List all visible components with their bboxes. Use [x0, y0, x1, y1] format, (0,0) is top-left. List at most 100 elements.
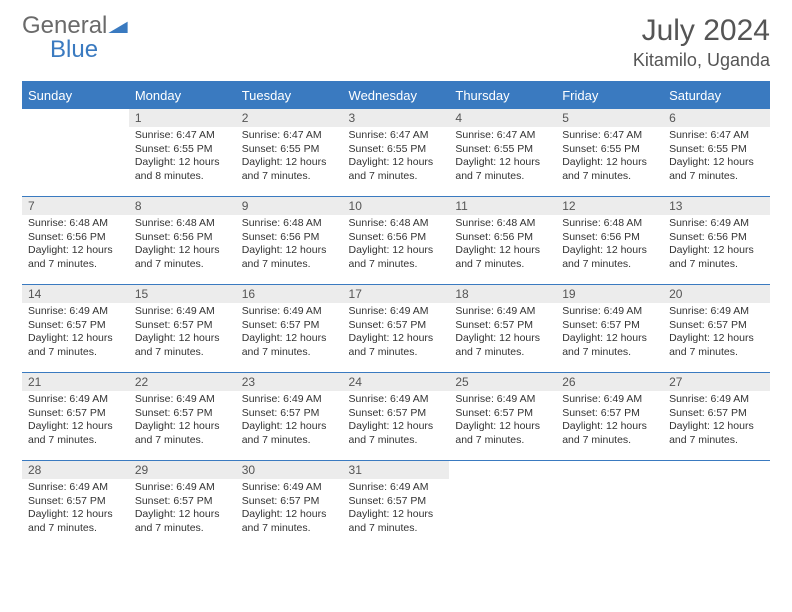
day-number: 30 — [236, 461, 343, 479]
calendar-cell: 22Sunrise: 6:49 AMSunset: 6:57 PMDayligh… — [129, 373, 236, 461]
sunrise-text: Sunrise: 6:49 AM — [455, 305, 550, 319]
day-number — [663, 461, 770, 465]
sunset-text: Sunset: 6:57 PM — [242, 495, 337, 509]
day-number: 3 — [343, 109, 450, 127]
calendar-cell: 4Sunrise: 6:47 AMSunset: 6:55 PMDaylight… — [449, 109, 556, 197]
calendar-table: Sunday Monday Tuesday Wednesday Thursday… — [22, 81, 770, 549]
sunrise-text: Sunrise: 6:49 AM — [242, 481, 337, 495]
brand-part2: Blue — [50, 36, 98, 63]
sunset-text: Sunset: 6:57 PM — [349, 407, 444, 421]
day-body: Sunrise: 6:49 AMSunset: 6:57 PMDaylight:… — [236, 479, 343, 540]
sunset-text: Sunset: 6:57 PM — [135, 407, 230, 421]
sunrise-text: Sunrise: 6:49 AM — [28, 305, 123, 319]
sunset-text: Sunset: 6:57 PM — [562, 319, 657, 333]
daylight-text: Daylight: 12 hours and 7 minutes. — [242, 508, 337, 535]
day-body: Sunrise: 6:49 AMSunset: 6:57 PMDaylight:… — [556, 303, 663, 364]
day-body: Sunrise: 6:49 AMSunset: 6:57 PMDaylight:… — [22, 391, 129, 452]
daylight-text: Daylight: 12 hours and 7 minutes. — [349, 332, 444, 359]
brand-logo: GeneralBlue — [22, 14, 128, 62]
sunrise-text: Sunrise: 6:47 AM — [135, 129, 230, 143]
sunrise-text: Sunrise: 6:47 AM — [455, 129, 550, 143]
calendar-cell: 17Sunrise: 6:49 AMSunset: 6:57 PMDayligh… — [343, 285, 450, 373]
sunset-text: Sunset: 6:55 PM — [135, 143, 230, 157]
daylight-text: Daylight: 12 hours and 7 minutes. — [135, 420, 230, 447]
daylight-text: Daylight: 12 hours and 7 minutes. — [455, 420, 550, 447]
day-header: Monday — [129, 82, 236, 109]
sunrise-text: Sunrise: 6:49 AM — [562, 305, 657, 319]
day-body: Sunrise: 6:49 AMSunset: 6:57 PMDaylight:… — [22, 479, 129, 540]
day-number: 23 — [236, 373, 343, 391]
day-body: Sunrise: 6:48 AMSunset: 6:56 PMDaylight:… — [236, 215, 343, 276]
day-body: Sunrise: 6:48 AMSunset: 6:56 PMDaylight:… — [556, 215, 663, 276]
sunset-text: Sunset: 6:57 PM — [455, 407, 550, 421]
sunrise-text: Sunrise: 6:49 AM — [349, 305, 444, 319]
calendar-cell: 10Sunrise: 6:48 AMSunset: 6:56 PMDayligh… — [343, 197, 450, 285]
daylight-text: Daylight: 12 hours and 7 minutes. — [242, 332, 337, 359]
day-number: 19 — [556, 285, 663, 303]
day-number: 22 — [129, 373, 236, 391]
sunrise-text: Sunrise: 6:48 AM — [135, 217, 230, 231]
sunset-text: Sunset: 6:56 PM — [562, 231, 657, 245]
day-header: Tuesday — [236, 82, 343, 109]
day-body: Sunrise: 6:49 AMSunset: 6:57 PMDaylight:… — [449, 303, 556, 364]
day-body: Sunrise: 6:47 AMSunset: 6:55 PMDaylight:… — [663, 127, 770, 188]
day-number: 27 — [663, 373, 770, 391]
sunset-text: Sunset: 6:56 PM — [28, 231, 123, 245]
day-number: 17 — [343, 285, 450, 303]
daylight-text: Daylight: 12 hours and 7 minutes. — [669, 244, 764, 271]
sunset-text: Sunset: 6:57 PM — [135, 495, 230, 509]
daylight-text: Daylight: 12 hours and 7 minutes. — [28, 244, 123, 271]
calendar-cell: 19Sunrise: 6:49 AMSunset: 6:57 PMDayligh… — [556, 285, 663, 373]
calendar-cell: 5Sunrise: 6:47 AMSunset: 6:55 PMDaylight… — [556, 109, 663, 197]
sunrise-text: Sunrise: 6:48 AM — [28, 217, 123, 231]
day-body: Sunrise: 6:47 AMSunset: 6:55 PMDaylight:… — [236, 127, 343, 188]
day-number: 4 — [449, 109, 556, 127]
daylight-text: Daylight: 12 hours and 7 minutes. — [455, 244, 550, 271]
day-header: Friday — [556, 82, 663, 109]
daylight-text: Daylight: 12 hours and 7 minutes. — [669, 332, 764, 359]
calendar-cell: 11Sunrise: 6:48 AMSunset: 6:56 PMDayligh… — [449, 197, 556, 285]
daylight-text: Daylight: 12 hours and 7 minutes. — [135, 244, 230, 271]
calendar-cell: 24Sunrise: 6:49 AMSunset: 6:57 PMDayligh… — [343, 373, 450, 461]
sunset-text: Sunset: 6:56 PM — [669, 231, 764, 245]
sunset-text: Sunset: 6:56 PM — [135, 231, 230, 245]
calendar-cell: 27Sunrise: 6:49 AMSunset: 6:57 PMDayligh… — [663, 373, 770, 461]
sunrise-text: Sunrise: 6:49 AM — [349, 481, 444, 495]
day-number: 11 — [449, 197, 556, 215]
calendar-cell — [556, 461, 663, 549]
day-number: 5 — [556, 109, 663, 127]
day-body: Sunrise: 6:47 AMSunset: 6:55 PMDaylight:… — [556, 127, 663, 188]
day-body: Sunrise: 6:49 AMSunset: 6:57 PMDaylight:… — [129, 391, 236, 452]
sunrise-text: Sunrise: 6:49 AM — [135, 305, 230, 319]
calendar-cell — [22, 109, 129, 197]
calendar-cell: 12Sunrise: 6:48 AMSunset: 6:56 PMDayligh… — [556, 197, 663, 285]
sunrise-text: Sunrise: 6:48 AM — [562, 217, 657, 231]
calendar-cell: 20Sunrise: 6:49 AMSunset: 6:57 PMDayligh… — [663, 285, 770, 373]
day-header: Thursday — [449, 82, 556, 109]
sunrise-text: Sunrise: 6:49 AM — [669, 217, 764, 231]
day-header-row: Sunday Monday Tuesday Wednesday Thursday… — [22, 82, 770, 109]
calendar-row: 14Sunrise: 6:49 AMSunset: 6:57 PMDayligh… — [22, 285, 770, 373]
calendar-cell: 1Sunrise: 6:47 AMSunset: 6:55 PMDaylight… — [129, 109, 236, 197]
brand-part1: General — [22, 12, 107, 39]
sunset-text: Sunset: 6:57 PM — [669, 319, 764, 333]
daylight-text: Daylight: 12 hours and 7 minutes. — [28, 332, 123, 359]
calendar-cell: 23Sunrise: 6:49 AMSunset: 6:57 PMDayligh… — [236, 373, 343, 461]
day-body: Sunrise: 6:49 AMSunset: 6:57 PMDaylight:… — [556, 391, 663, 452]
day-body: Sunrise: 6:49 AMSunset: 6:57 PMDaylight:… — [343, 479, 450, 540]
daylight-text: Daylight: 12 hours and 7 minutes. — [242, 420, 337, 447]
calendar-cell: 2Sunrise: 6:47 AMSunset: 6:55 PMDaylight… — [236, 109, 343, 197]
calendar-cell — [663, 461, 770, 549]
sunrise-text: Sunrise: 6:49 AM — [28, 481, 123, 495]
calendar-cell — [449, 461, 556, 549]
day-number: 6 — [663, 109, 770, 127]
day-number: 15 — [129, 285, 236, 303]
calendar-cell: 15Sunrise: 6:49 AMSunset: 6:57 PMDayligh… — [129, 285, 236, 373]
calendar-cell: 25Sunrise: 6:49 AMSunset: 6:57 PMDayligh… — [449, 373, 556, 461]
daylight-text: Daylight: 12 hours and 7 minutes. — [28, 420, 123, 447]
day-number: 7 — [22, 197, 129, 215]
day-body: Sunrise: 6:49 AMSunset: 6:57 PMDaylight:… — [129, 303, 236, 364]
month-title: July 2024 — [633, 14, 770, 48]
day-number: 31 — [343, 461, 450, 479]
sunset-text: Sunset: 6:57 PM — [349, 495, 444, 509]
